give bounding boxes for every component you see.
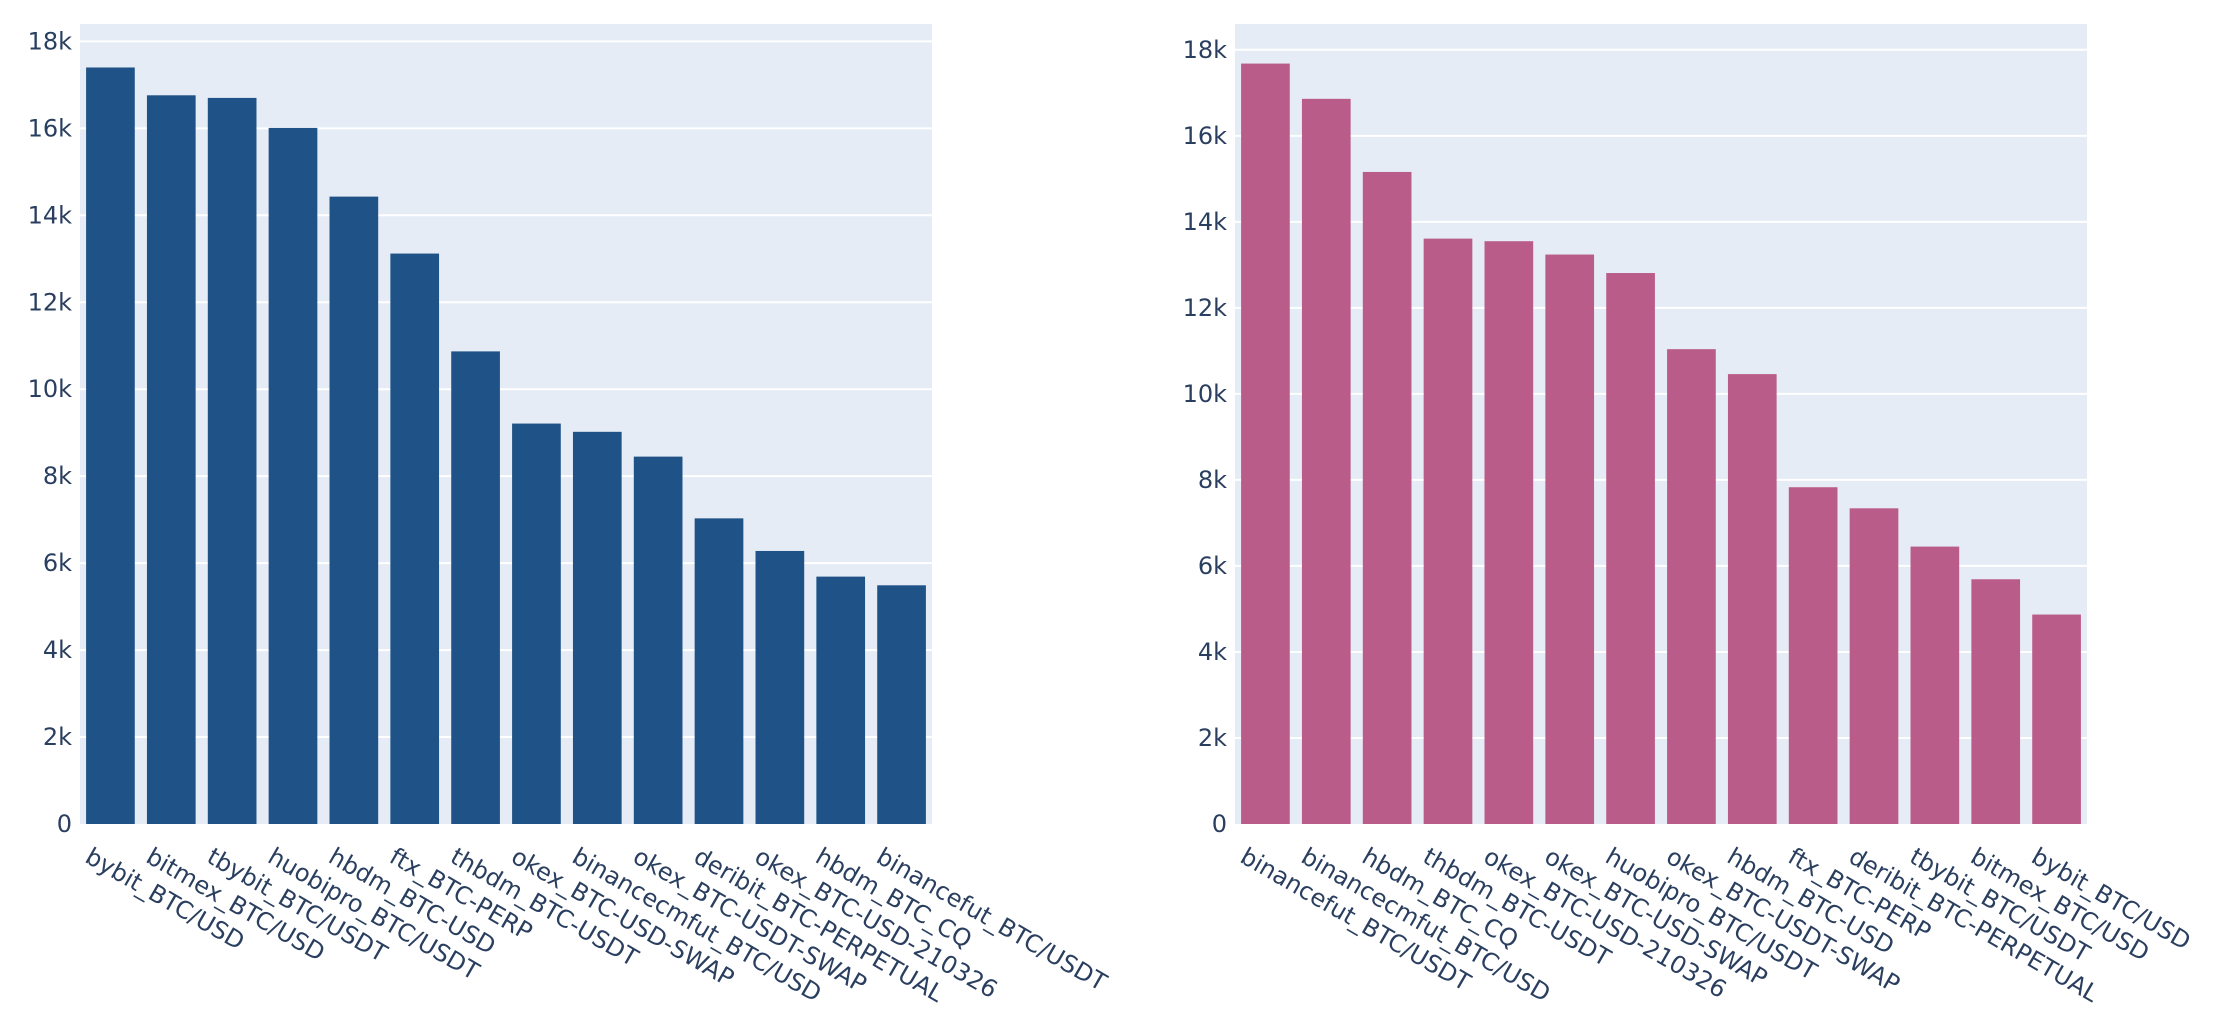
left-y-tick-label: 10k [28, 375, 73, 403]
right-bar-okex_BTC-USD-210326 [1484, 241, 1534, 825]
left-y-tick-label: 14k [28, 201, 73, 229]
left-bar-hbdm_BTC-USD [329, 196, 379, 824]
right-bar-hbdm_BTC-USD [1727, 374, 1777, 824]
right-y-tick-label: 10k [1183, 380, 1228, 408]
left-y-tick-label: 2k [43, 723, 72, 751]
left-y-tick-label: 4k [43, 636, 72, 664]
right-y-tick-label: 6k [1198, 552, 1227, 580]
left-bar-tbybit_BTC/USDT [207, 97, 257, 825]
right-bar-binancecmfut_BTC/USD [1301, 98, 1351, 825]
left-bar-okex_BTC-USDT-SWAP [633, 456, 683, 824]
right-bar-hbdm_BTC_CQ [1362, 171, 1412, 825]
left-bar-deribit_BTC-PERPETUAL [694, 518, 744, 824]
right-bar-huobipro_BTC/USDT [1606, 273, 1655, 825]
left-bar-binancecmfut_BTC/USD [572, 431, 622, 824]
right-bar-binancefut_BTC/USDT [1241, 63, 1290, 825]
left-bar-hbdm_BTC_CQ [816, 576, 866, 824]
right-y-tick-label: 8k [1198, 466, 1227, 494]
right-y-tick-label: 12k [1183, 294, 1228, 322]
left-bar-okex_BTC-USD-SWAP [512, 423, 561, 824]
right-bar-thbdm_BTC-USDT [1423, 238, 1473, 824]
right-y-tick-label: 4k [1198, 638, 1227, 666]
left-bar-huobipro_BTC/USDT [268, 127, 318, 825]
left-y-tick-label: 6k [43, 549, 72, 577]
right-bar-ftx_BTC-PERP [1788, 487, 1838, 824]
right-bar-chart-panel: 02k4k6k8k10k12k14k16k18kbinancefut_BTC/U… [1183, 24, 2195, 1008]
right-bar-tbybit_BTC/USDT [1910, 546, 1960, 824]
left-y-tick-label: 18k [28, 27, 73, 55]
left-bar-ftx_BTC-PERP [390, 253, 440, 825]
left-bar-chart-panel: 02k4k6k8k10k12k14k16k18kbybit_BTC/USDbit… [28, 24, 1112, 1008]
right-bar-deribit_BTC-PERPETUAL [1849, 508, 1899, 824]
right-y-tick-label: 18k [1183, 36, 1228, 64]
right-bar-okex_BTC-USD-SWAP [1545, 254, 1595, 825]
left-y-tick-label: 12k [28, 288, 73, 316]
left-y-tick-label: 16k [28, 114, 73, 142]
right-y-tick-label: 0 [1212, 810, 1227, 838]
right-y-tick-label: 14k [1183, 208, 1228, 236]
right-bar-bybit_BTC/USD [2032, 614, 2081, 824]
left-y-tick-label: 8k [43, 462, 72, 490]
right-y-tick-label: 16k [1183, 122, 1228, 150]
left-bar-binancefut_BTC/USDT [877, 585, 926, 824]
right-bar-bitmex_BTC/USD [1971, 579, 2021, 824]
left-bar-thbdm_BTC-USDT [451, 351, 500, 824]
left-bar-okex_BTC-USD-210326 [755, 550, 805, 824]
left-bar-bybit_BTC/USD [86, 67, 135, 824]
right-y-tick-label: 2k [1198, 724, 1227, 752]
left-y-tick-label: 0 [57, 810, 72, 838]
right-bar-okex_BTC-USDT-SWAP [1667, 349, 1716, 824]
left-bar-bitmex_BTC/USD [146, 95, 196, 825]
